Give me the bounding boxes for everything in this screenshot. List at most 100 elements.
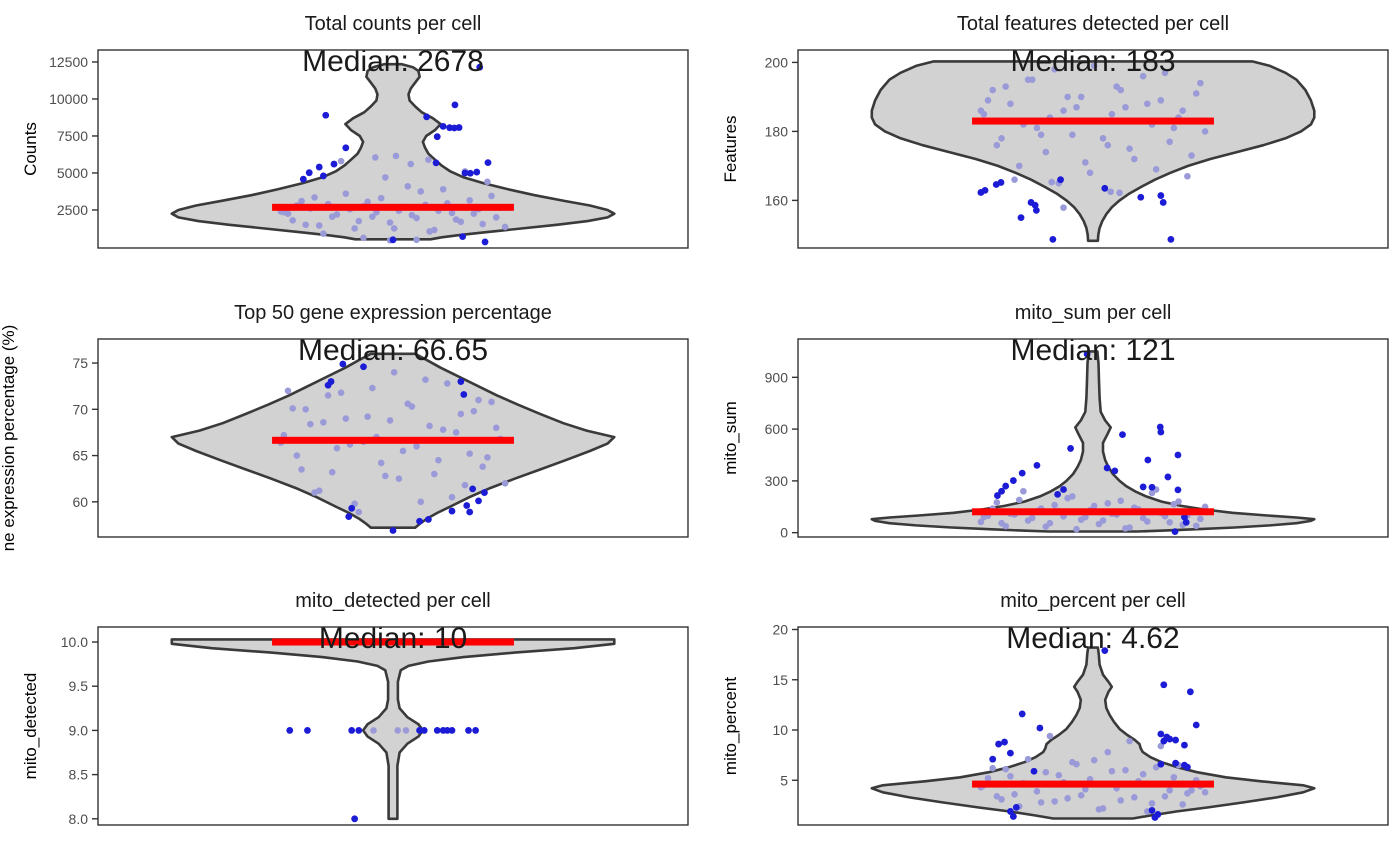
outlier-point	[433, 727, 441, 735]
data-point	[1077, 792, 1085, 799]
y-tick-label: 10000	[49, 91, 88, 107]
median-line	[972, 780, 1214, 788]
violin-plot-cell-4: mito_sum per cell mito_sum 0 300 600 900 Media…	[700, 289, 1400, 578]
data-point	[386, 416, 394, 424]
y-tick-label: 160	[765, 192, 789, 208]
outlier-point	[432, 159, 440, 167]
panel-border	[97, 49, 689, 249]
data-point	[1002, 83, 1009, 90]
data-point	[382, 174, 389, 181]
y-axis-title: Features	[721, 115, 740, 182]
outlier-point	[355, 727, 363, 735]
data-point	[1060, 204, 1067, 211]
data-point	[342, 414, 350, 422]
outlier-point	[351, 815, 359, 823]
data-point	[989, 765, 997, 772]
data-point	[1108, 110, 1116, 118]
data-point	[324, 391, 332, 399]
outlier-point	[1060, 485, 1067, 493]
jitter-points-outlier	[299, 63, 492, 246]
outlier-point	[459, 233, 467, 240]
median-line	[272, 436, 514, 444]
data-point	[371, 154, 379, 161]
data-point	[422, 376, 429, 383]
data-point	[1166, 787, 1173, 794]
data-point	[1028, 76, 1036, 83]
plot-title: mito_percent per cell	[1000, 590, 1186, 612]
data-point	[404, 182, 412, 190]
data-point	[998, 796, 1005, 803]
data-point	[1161, 69, 1169, 77]
data-point	[1117, 797, 1125, 804]
outlier-point	[315, 163, 323, 171]
outlier-point	[1166, 735, 1174, 743]
panel-border	[97, 626, 689, 827]
data-point	[484, 178, 491, 186]
data-point	[1064, 795, 1071, 802]
data-point	[475, 396, 482, 404]
outlier-point	[330, 160, 338, 168]
data-point	[360, 234, 367, 242]
data-point	[302, 405, 309, 413]
outlier-point	[1111, 467, 1119, 474]
y-tick-label: 9.5	[69, 679, 89, 695]
outlier-point	[420, 727, 428, 735]
y-tick-label: 10	[772, 722, 788, 738]
data-point	[320, 418, 327, 426]
outlier-point	[1172, 760, 1179, 767]
data-point	[1046, 519, 1054, 527]
data-point	[1020, 487, 1027, 495]
median-label: Median: 2678	[302, 45, 484, 78]
outlier-point	[1018, 469, 1026, 477]
outlier-point	[1009, 813, 1017, 821]
outlier-point	[1007, 808, 1014, 816]
data-point	[452, 216, 460, 223]
data-point	[315, 222, 323, 229]
outlier-point	[424, 515, 432, 523]
data-point	[364, 413, 371, 420]
outlier-point	[1144, 456, 1152, 464]
data-point	[1077, 93, 1085, 101]
data-point	[1002, 766, 1009, 773]
data-point	[1082, 513, 1089, 521]
violin-shape	[870, 60, 1316, 243]
data-point	[1064, 494, 1071, 502]
data-point	[1108, 768, 1116, 775]
data-point	[1107, 188, 1114, 196]
outlier-point	[1183, 764, 1191, 771]
data-point	[1126, 523, 1133, 531]
data-point	[328, 213, 336, 220]
data-point	[382, 472, 389, 479]
data-point	[479, 463, 486, 470]
data-point	[1179, 801, 1186, 809]
data-point	[337, 157, 345, 165]
data-point	[461, 481, 469, 489]
outlier-point	[995, 741, 1003, 748]
data-point	[430, 470, 438, 478]
data-point	[1122, 767, 1129, 774]
outlier-point	[1031, 201, 1039, 209]
outlier-point	[1101, 647, 1109, 655]
data-point	[342, 190, 350, 197]
data-point	[466, 450, 473, 457]
median-line	[972, 507, 1214, 515]
data-point	[1055, 772, 1063, 779]
outlier-point	[1157, 730, 1165, 738]
y-tick-label: 8.0	[69, 811, 89, 827]
data-point	[466, 197, 473, 204]
median-label: Median: 183	[1010, 45, 1175, 78]
outlier-point	[423, 113, 431, 121]
panel-border	[797, 337, 1389, 538]
outlier-point	[1009, 476, 1017, 484]
data-point	[284, 387, 292, 394]
data-point	[1192, 90, 1200, 97]
violin-plot-4: mito_sum per cell mito_sum 0 300 600 900 Media…	[721, 302, 1389, 540]
outlier-point	[1160, 737, 1168, 745]
median-label: Median: 4.62	[1006, 622, 1179, 655]
data-point	[977, 107, 985, 115]
plot-title: Total features detected per cell	[957, 13, 1229, 35]
y-tick-label: 20	[772, 622, 788, 638]
data-point	[435, 456, 442, 464]
y-tick-label: 600	[765, 421, 789, 437]
